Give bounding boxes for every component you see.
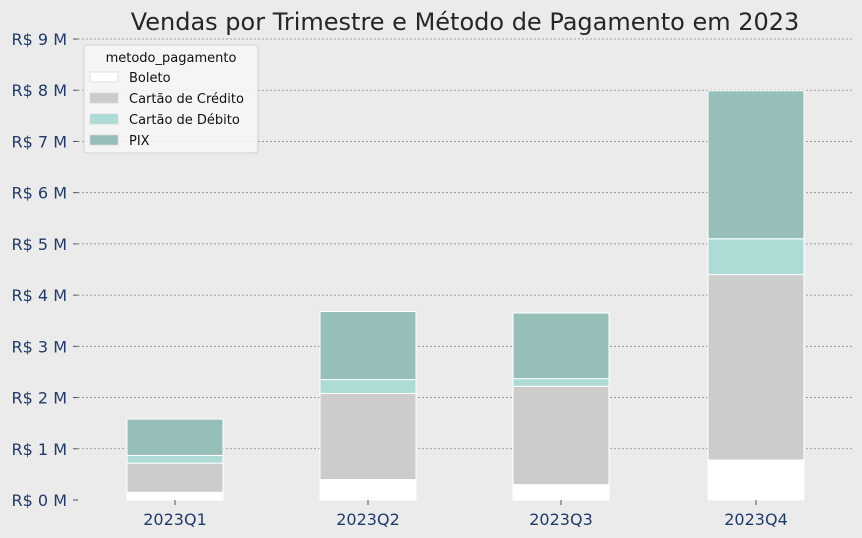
y-tick-label: R$ 9 M	[12, 30, 67, 49]
bar-segment	[707, 90, 805, 240]
chart-title: Vendas por Trimestre e Método de Pagamen…	[131, 8, 800, 36]
bar-segment	[126, 418, 224, 456]
x-axis-ticks: 2023Q1 2023Q2 2023Q3 2023Q4	[143, 500, 788, 529]
legend-label: Cartão de Débito	[129, 113, 240, 128]
x-tick-label: 2023Q2	[336, 510, 400, 529]
bar-segment	[319, 392, 417, 481]
bar-segment	[512, 385, 610, 486]
y-tick-label: R$ 4 M	[12, 286, 67, 305]
legend-label: Boleto	[129, 71, 171, 86]
legend-swatch	[89, 92, 119, 104]
x-tick-label: 2023Q1	[143, 510, 207, 529]
y-tick-label: R$ 3 M	[12, 337, 67, 356]
bar-segment	[707, 274, 805, 461]
legend-box	[83, 44, 259, 154]
legend-label: PIX	[129, 134, 150, 149]
x-tick-label: 2023Q4	[724, 510, 788, 529]
bar-segment	[319, 379, 417, 394]
y-tick-label: R$ 0 M	[12, 491, 67, 510]
legend-swatch	[89, 134, 119, 146]
y-tick-label: R$ 7 M	[12, 132, 67, 151]
y-axis-ticks: R$ 0 M R$ 1 M R$ 2 M R$ 3 M R$ 4 M R$ 5 M R$ 6…	[12, 30, 78, 510]
y-tick-label: R$ 1 M	[12, 440, 67, 459]
legend-title: metodo_pagamento	[106, 51, 237, 66]
bar-segment	[126, 454, 224, 464]
bar-segment	[126, 462, 224, 493]
y-tick-label: R$ 2 M	[12, 389, 67, 408]
legend: metodo_pagamento Boleto Cartão de Crédito…	[83, 44, 259, 154]
bar-segment	[707, 238, 805, 276]
bar-segment	[707, 459, 805, 501]
y-tick-label: R$ 8 M	[12, 81, 67, 100]
bars	[126, 90, 805, 501]
bar-segment	[512, 378, 610, 387]
bar-segment	[512, 484, 610, 501]
bar-segment	[319, 479, 417, 501]
legend-swatch	[89, 113, 119, 125]
legend-swatch	[89, 71, 119, 83]
y-tick-label: R$ 5 M	[12, 235, 67, 254]
bar-segment	[512, 312, 610, 380]
bar-segment	[319, 311, 417, 381]
y-tick-label: R$ 6 M	[12, 184, 67, 203]
legend-label: Cartão de Crédito	[129, 92, 244, 107]
bar-segment	[126, 491, 224, 501]
x-tick-label: 2023Q3	[529, 510, 593, 529]
